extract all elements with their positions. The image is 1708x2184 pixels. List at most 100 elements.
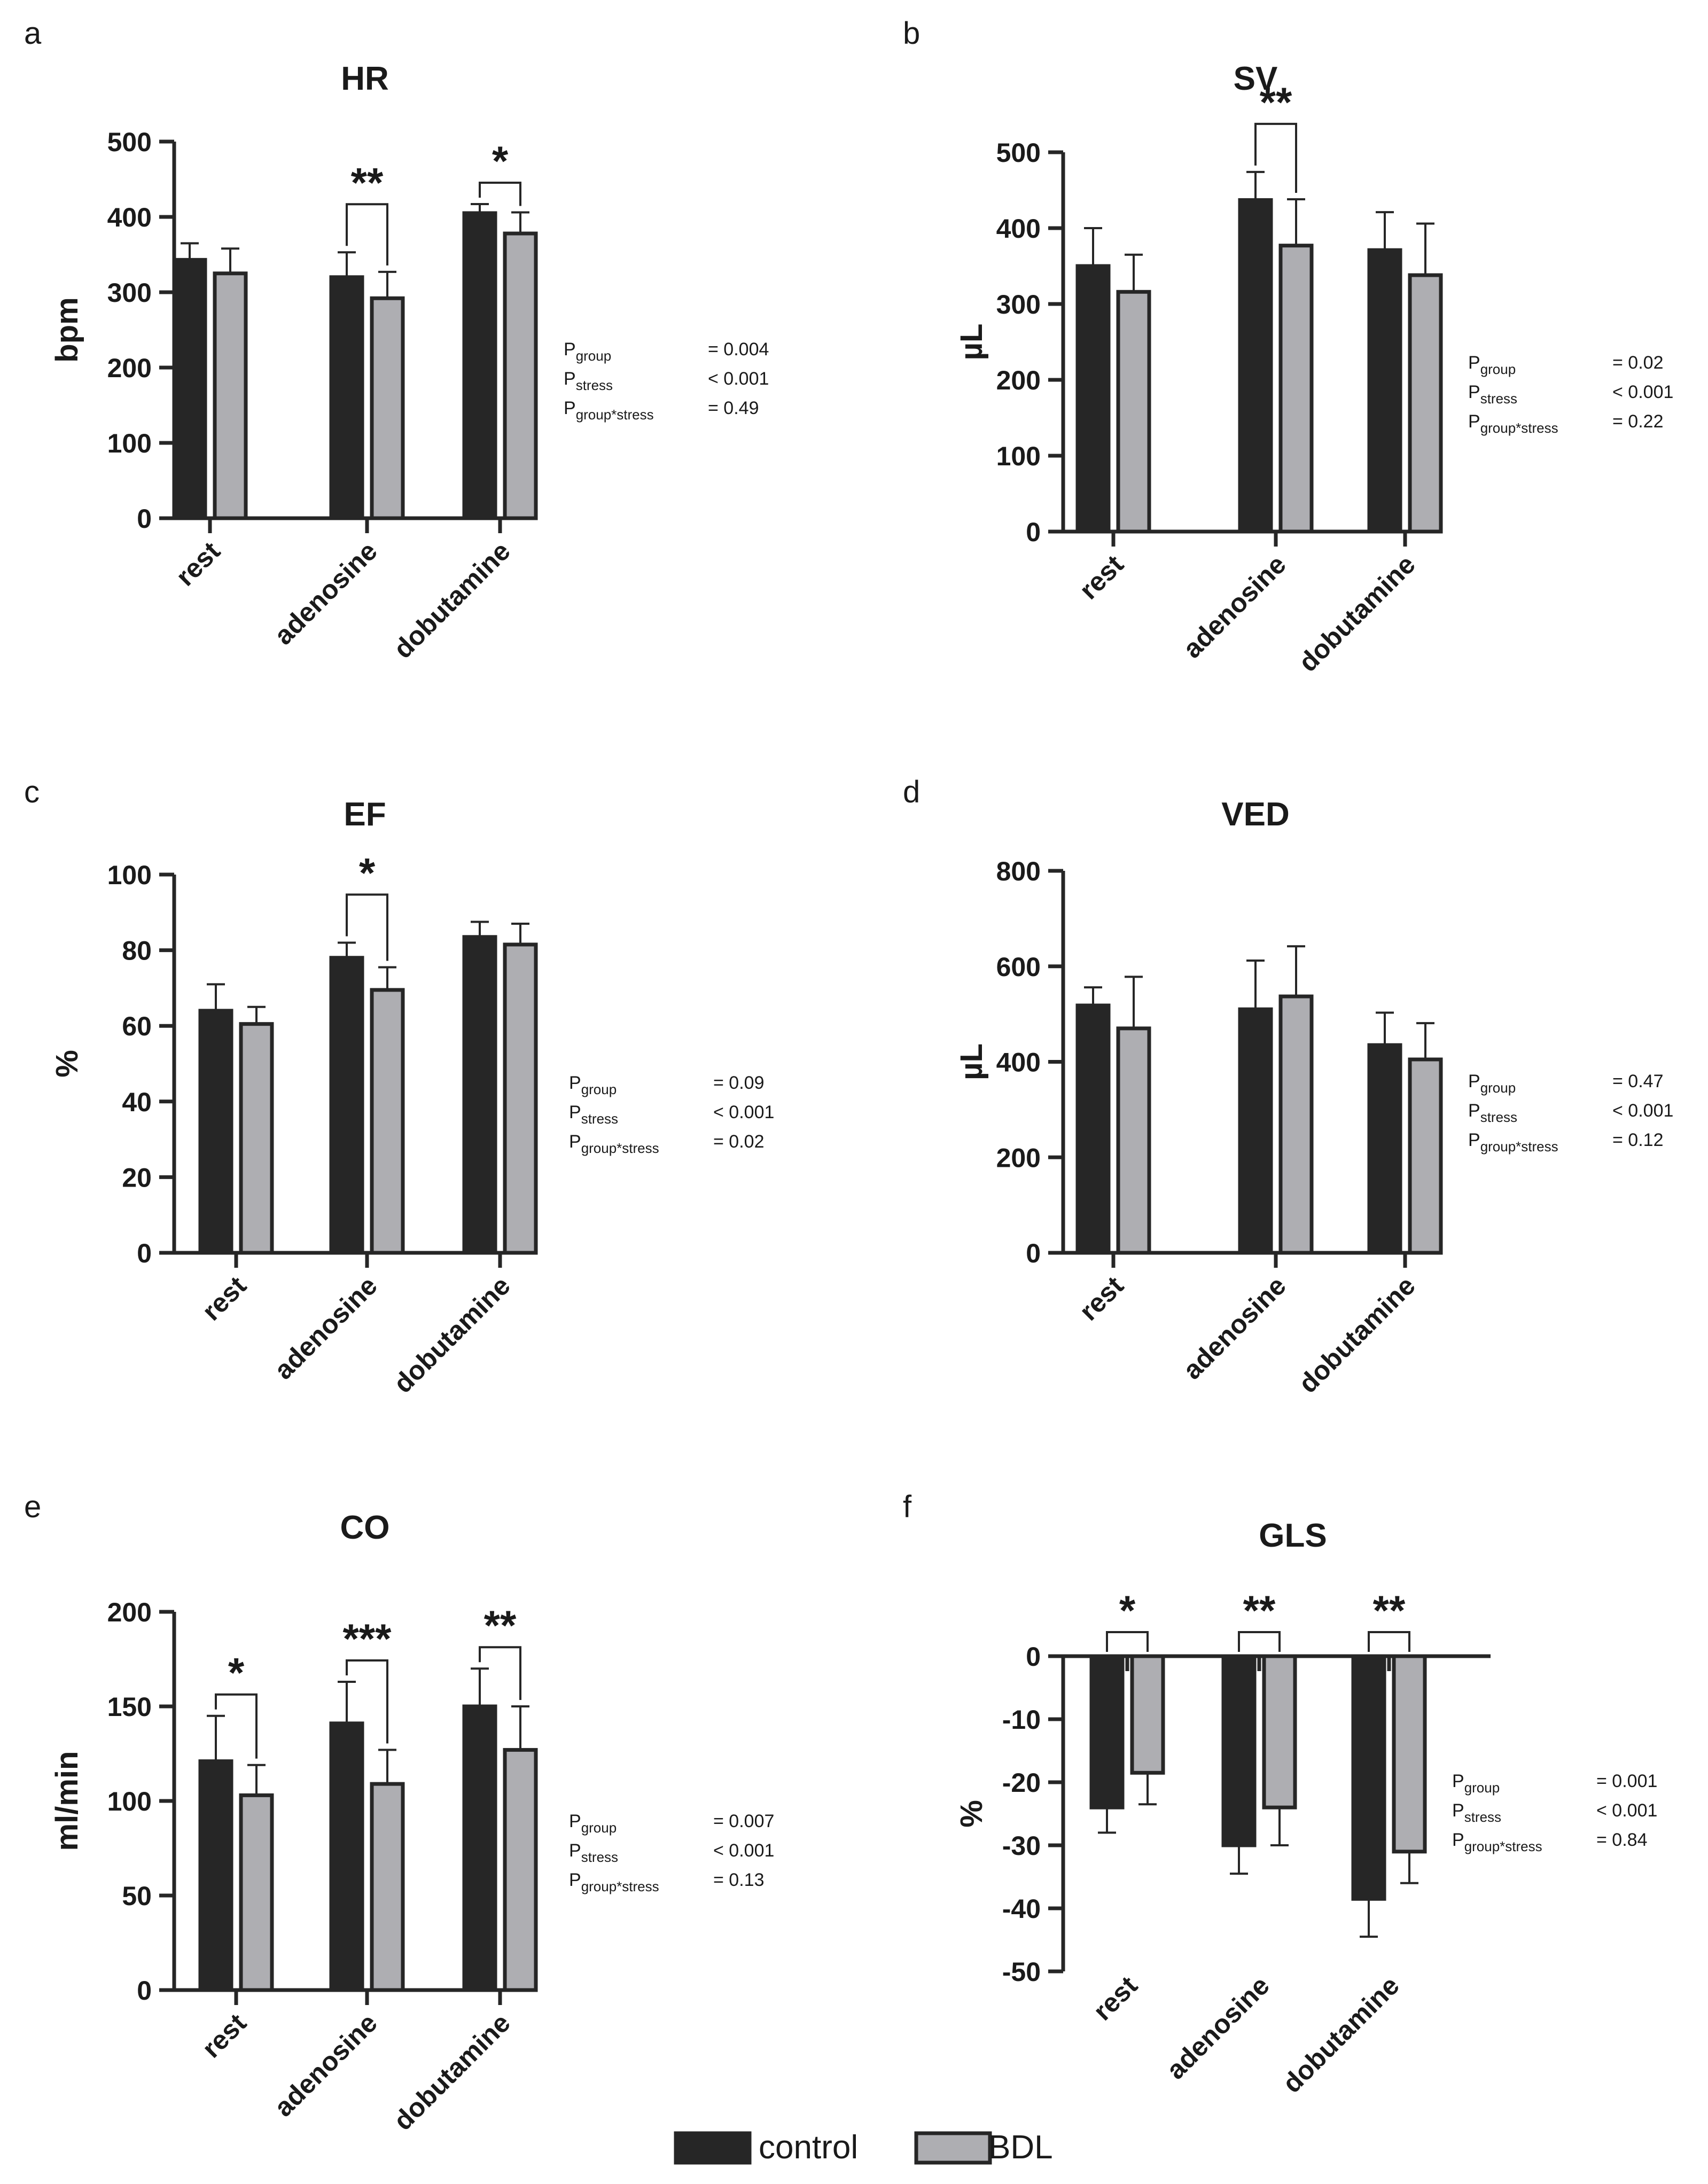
stat-value: = 0.22 xyxy=(1612,411,1663,432)
x-category-label: dobutamine xyxy=(388,536,516,664)
panel-letter: a xyxy=(24,16,42,51)
stat-value: = 0.13 xyxy=(713,1870,764,1890)
x-category-label: rest xyxy=(1073,549,1129,605)
bar-control xyxy=(1367,1043,1402,1255)
stat-value: < 0.001 xyxy=(713,1840,774,1861)
bar-control xyxy=(198,1009,233,1255)
significance-bracket xyxy=(479,182,521,206)
x-category-label: adenosine xyxy=(1177,549,1291,664)
significance-stars: ** xyxy=(1373,1587,1406,1634)
significance-bracket xyxy=(215,1693,258,1759)
y-tick-label: 0 xyxy=(137,504,152,534)
y-tick-label: 400 xyxy=(996,214,1041,244)
panel-letter: b xyxy=(903,16,920,51)
y-tick-label: 300 xyxy=(996,290,1041,319)
stat-value: < 0.001 xyxy=(1596,1800,1657,1821)
x-category-label: rest xyxy=(1087,1970,1143,2026)
x-category-label: adenosine xyxy=(268,536,383,650)
stat-label: Pgroup*stress xyxy=(569,1870,659,1894)
bar-bdl xyxy=(1392,1654,1427,1854)
y-tick-label: 0 xyxy=(137,1976,152,2006)
significance-bracket xyxy=(346,1659,388,1744)
bar-bdl xyxy=(370,1782,405,1992)
y-tick-label: -20 xyxy=(1002,1768,1041,1798)
x-category-label: rest xyxy=(196,2008,252,2064)
bar-bdl xyxy=(1408,273,1443,534)
bar-bdl xyxy=(503,231,538,520)
x-category-label: rest xyxy=(1073,1270,1129,1327)
stat-value: < 0.001 xyxy=(1612,382,1673,402)
chart-title: HR xyxy=(341,60,389,97)
chart-panel-f: f GLS 0 -10 -20 -30 -40 -50% rest * adenosine ** dob… xyxy=(903,1489,1657,2099)
significance-bracket xyxy=(346,203,388,266)
bar-control xyxy=(1089,1654,1125,1809)
panel-letter: d xyxy=(903,775,920,809)
bar-bdl xyxy=(370,988,405,1255)
y-tick-label: 60 xyxy=(122,1011,152,1041)
y-tick-label: -30 xyxy=(1002,1831,1041,1861)
stat-value: = 0.007 xyxy=(713,1811,774,1831)
y-axis-label: bpm xyxy=(50,297,84,362)
stat-value: = 0.09 xyxy=(713,1073,764,1093)
y-tick-label: -40 xyxy=(1002,1894,1041,1924)
x-category-label: dobutamine xyxy=(388,2008,516,2136)
stat-label: Pgroup xyxy=(1468,1071,1516,1096)
bar-control xyxy=(462,211,497,520)
x-category-label: adenosine xyxy=(268,1270,383,1385)
bar-bdl xyxy=(213,271,248,520)
stat-label: Pstress xyxy=(1468,382,1517,407)
x-category-label: dobutamine xyxy=(388,1270,516,1399)
significance-stars: ** xyxy=(1260,79,1292,126)
x-category-label: adenosine xyxy=(268,2008,383,2122)
y-tick-label: 200 xyxy=(107,1597,152,1627)
legend-label: BDL xyxy=(988,2129,1053,2166)
stat-label: Pstress xyxy=(569,1102,618,1127)
stat-value: = 0.84 xyxy=(1596,1830,1647,1850)
y-tick-label: 400 xyxy=(107,202,152,232)
y-tick-label: 0 xyxy=(1026,1642,1041,1672)
stat-value: = 0.004 xyxy=(708,339,769,360)
legend-swatch-bdl xyxy=(914,2131,992,2165)
bar-control xyxy=(462,935,497,1255)
y-tick-label: -10 xyxy=(1002,1705,1041,1735)
significance-bracket xyxy=(1238,1631,1281,1652)
y-tick-label: 100 xyxy=(996,441,1041,471)
significance-stars: *** xyxy=(342,1615,392,1662)
y-axis-label: ml/min xyxy=(50,1751,84,1851)
bar-bdl xyxy=(370,296,405,520)
chart-panel-a: a HR 0 100 200 300 400 500 bpm rest adenosine ** dob… xyxy=(24,16,769,664)
significance-stars: * xyxy=(228,1649,245,1696)
bar-bdl xyxy=(503,1748,538,1992)
chart-title: EF xyxy=(344,796,386,833)
y-tick-label: 500 xyxy=(996,138,1041,168)
x-category-label: rest xyxy=(196,1270,252,1327)
significance-bracket xyxy=(1106,1631,1149,1652)
y-tick-label: 200 xyxy=(107,353,152,383)
stat-value: < 0.001 xyxy=(708,369,769,389)
panel-letter: f xyxy=(903,1489,912,1524)
y-tick-label: 500 xyxy=(107,127,152,157)
y-tick-label: 150 xyxy=(107,1692,152,1722)
significance-stars: ** xyxy=(1243,1587,1276,1634)
significance-bracket xyxy=(1254,122,1297,193)
stat-value: = 0.02 xyxy=(1612,353,1663,373)
significance-bracket xyxy=(346,893,388,961)
y-tick-label: 200 xyxy=(996,1143,1041,1173)
x-category-label: adenosine xyxy=(1160,1970,1275,2085)
y-tick-label: 100 xyxy=(107,860,152,890)
y-tick-label: 80 xyxy=(122,936,152,966)
chart-panel-d: d VED 0 200 400 600 800 µL rest adenosine dobutami… xyxy=(903,775,1673,1399)
bar-control xyxy=(1075,1003,1111,1255)
stat-label: Pstress xyxy=(569,1840,618,1865)
stat-value: = 0.12 xyxy=(1612,1130,1663,1150)
bar-bdl xyxy=(1262,1654,1297,1809)
y-tick-label: 0 xyxy=(137,1238,152,1268)
chart-panel-c: c EF 0 20 40 60 80 100% rest adenosine * dobutamine… xyxy=(24,775,774,1399)
y-tick-label: 600 xyxy=(996,952,1041,982)
panel-letter: c xyxy=(24,775,40,809)
y-axis-label: % xyxy=(50,1050,84,1078)
bar-bdl xyxy=(1408,1057,1443,1255)
bar-control xyxy=(462,1704,497,1992)
stat-label: Pgroup*stress xyxy=(569,1132,659,1156)
